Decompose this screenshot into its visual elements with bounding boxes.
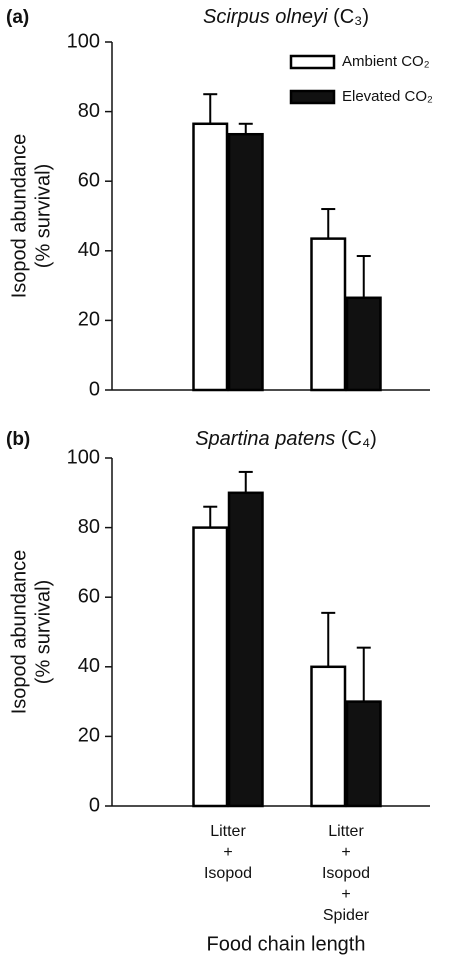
y-tick-label: 40 xyxy=(78,239,100,261)
bar xyxy=(310,665,347,808)
y-axis-label: (% survival) xyxy=(32,580,54,684)
x-tick-label: + xyxy=(223,844,232,861)
y-tick-label: 60 xyxy=(78,585,100,607)
bar xyxy=(227,132,264,392)
x-tick-label: + xyxy=(341,844,350,861)
x-tick-label: + xyxy=(341,886,350,903)
title-note: (C₃) xyxy=(333,6,369,28)
chart-title: Scirpus olneyi (C₃) xyxy=(203,6,369,28)
y-tick-label: 80 xyxy=(78,100,100,122)
y-tick-label: 20 xyxy=(78,309,100,331)
bar xyxy=(345,700,382,808)
y-tick-label: 100 xyxy=(67,446,100,468)
y-tick-label: 0 xyxy=(89,794,100,816)
x-tick-label: Isopod xyxy=(204,865,252,882)
y-axis-label: Isopod abundance xyxy=(8,134,30,299)
y-tick-label: 40 xyxy=(78,655,100,677)
title-species: Scirpus olneyi xyxy=(203,6,328,28)
x-tick-label: Litter xyxy=(210,823,246,840)
x-tick-label: Isopod xyxy=(322,865,370,882)
y-tick-label: 20 xyxy=(78,725,100,747)
title-species: Spartina patens xyxy=(195,428,335,450)
title-note: (C₄) xyxy=(341,428,377,450)
panel-label: (a) xyxy=(6,7,29,28)
x-tick-label: Litter xyxy=(328,823,364,840)
bar xyxy=(192,526,229,808)
x-tick-label: Spider xyxy=(323,907,370,924)
legend-swatch xyxy=(289,89,336,105)
bar xyxy=(310,237,347,392)
bar xyxy=(192,122,229,392)
x-axis-label: Food chain length xyxy=(206,933,365,955)
y-tick-label: 80 xyxy=(78,516,100,538)
chart-title: Spartina patens (C₄) xyxy=(195,428,377,450)
y-tick-label: 60 xyxy=(78,169,100,191)
y-tick-label: 100 xyxy=(67,30,100,52)
legend-label: Elevated CO₂ xyxy=(342,88,433,105)
legend-swatch xyxy=(289,54,336,70)
bar xyxy=(227,491,264,808)
bar xyxy=(345,296,382,392)
panel-label: (b) xyxy=(6,429,30,450)
y-tick-label: 0 xyxy=(89,378,100,400)
y-axis-label: (% survival) xyxy=(32,164,54,268)
legend-label: Ambient CO₂ xyxy=(342,53,430,70)
y-axis-label: Isopod abundance xyxy=(8,550,30,715)
